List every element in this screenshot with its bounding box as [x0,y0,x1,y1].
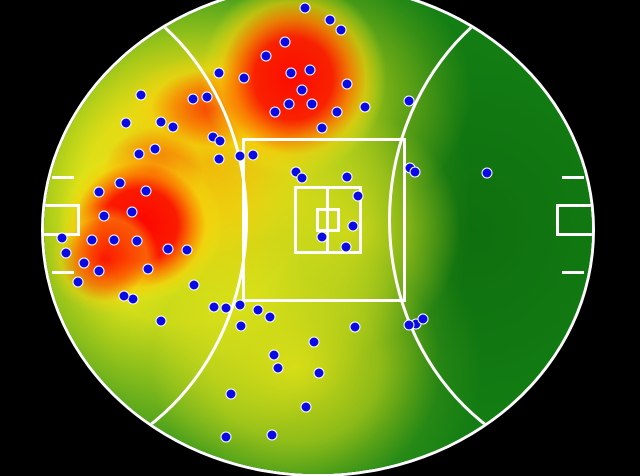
event-point [403,319,415,331]
event-point [131,235,143,247]
event-point [341,171,353,183]
behind-post-left-bottom-marking [52,271,74,274]
event-point [234,299,246,311]
event-point [359,101,371,113]
event-point [93,265,105,277]
event-point [296,84,308,96]
event-point [72,276,84,288]
event-point [481,167,493,179]
event-point [285,67,297,79]
behind-post-left-top-marking [52,176,74,179]
event-point [155,315,167,327]
event-point [347,220,359,232]
event-point [313,367,325,379]
event-point [252,304,264,316]
event-point [93,186,105,198]
event-point [86,234,98,246]
event-point [335,24,347,36]
event-point [142,263,154,275]
goal-square-right-marking [556,204,592,236]
event-point [331,106,343,118]
event-point [264,311,276,323]
centre-square-marking [242,138,406,302]
event-point [220,302,232,314]
event-point [283,98,295,110]
event-point [140,185,152,197]
event-point [181,244,193,256]
event-point [403,95,415,107]
event-point [234,150,246,162]
event-point [133,148,145,160]
behind-post-right-bottom-marking [562,271,584,274]
event-point [268,349,280,361]
event-point [220,431,232,443]
event-point [349,321,361,333]
behind-post-right-top-marking [562,176,584,179]
event-point [213,153,225,165]
event-point [118,290,130,302]
event-point [308,336,320,348]
event-point [235,320,247,332]
event-point [290,166,302,178]
event-point [341,78,353,90]
event-point [260,50,272,62]
event-point [316,122,328,134]
event-point [56,232,68,244]
event-point [214,135,226,147]
event-point [213,67,225,79]
event-point [279,36,291,48]
event-point [340,241,352,253]
event-point [114,177,126,189]
event-point [135,89,147,101]
event-point [225,388,237,400]
event-point [126,206,138,218]
event-point [299,2,311,14]
event-point [155,116,167,128]
event-point [108,234,120,246]
event-point [162,243,174,255]
event-point [300,401,312,413]
event-point [167,121,179,133]
event-point [247,149,259,161]
event-point [238,72,250,84]
event-point [266,429,278,441]
event-point [304,64,316,76]
event-point [324,14,336,26]
event-point [296,172,308,184]
event-point [352,190,364,202]
centre-line-marking [326,186,329,254]
goal-square-left-marking [44,204,80,236]
event-point [120,117,132,129]
event-point [272,362,284,374]
event-point [316,231,328,243]
event-point [201,91,213,103]
event-point [149,143,161,155]
event-point [60,247,72,259]
event-point [269,106,281,118]
event-point [187,93,199,105]
event-point [409,166,421,178]
event-point [417,313,429,325]
event-point [78,257,90,269]
event-point [306,98,318,110]
event-point [188,279,200,291]
event-point [208,301,220,313]
event-point [98,210,110,222]
